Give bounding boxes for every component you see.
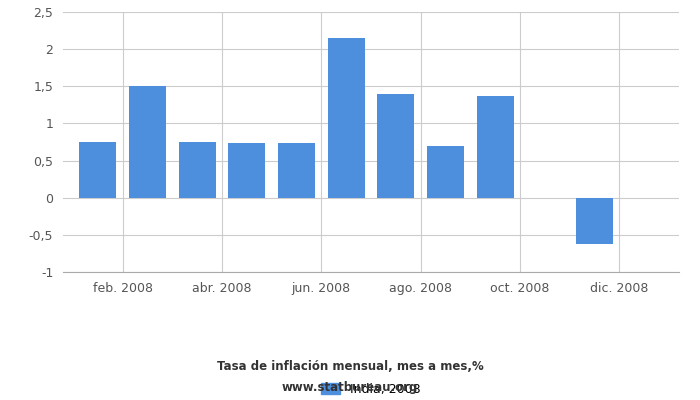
- Bar: [377, 94, 414, 198]
- Bar: [427, 146, 464, 198]
- Bar: [328, 38, 365, 198]
- Bar: [576, 198, 613, 244]
- Bar: [79, 142, 116, 198]
- Bar: [278, 144, 315, 198]
- Bar: [178, 142, 216, 198]
- Text: www.statbureau.org: www.statbureau.org: [282, 382, 418, 394]
- Text: Tasa de inflación mensual, mes a mes,%: Tasa de inflación mensual, mes a mes,%: [216, 360, 484, 372]
- Bar: [228, 144, 265, 198]
- Bar: [129, 86, 166, 198]
- Bar: [477, 96, 514, 198]
- Legend: India, 2008: India, 2008: [316, 378, 426, 400]
